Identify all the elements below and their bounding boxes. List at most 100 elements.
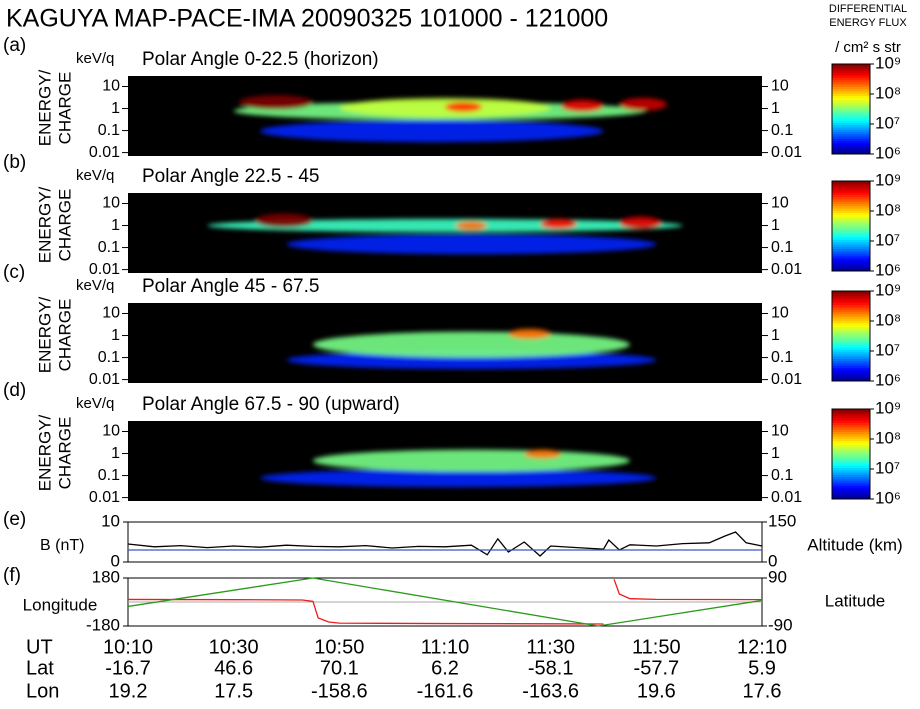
colorbar-cell xyxy=(832,433,870,437)
colorbar-tick-label: 10⁸ xyxy=(875,83,901,102)
y2-tick-label: 0.1 xyxy=(771,349,793,366)
colorbar-cell xyxy=(832,185,870,189)
colorbar-cell xyxy=(832,212,870,216)
colorbar-cell xyxy=(832,217,870,220)
colorbar-tick-label: 10⁶ xyxy=(875,370,901,389)
colorbar-cell xyxy=(832,127,870,130)
colorbar-cell xyxy=(832,458,870,462)
colorbar-cell xyxy=(832,313,870,317)
colorbar-cell xyxy=(832,235,870,238)
colorbar-cell xyxy=(832,97,870,101)
colorbar-cell xyxy=(832,250,870,254)
panel-label: (a) xyxy=(3,35,26,56)
colorbar-tick-label: 10⁷ xyxy=(875,458,900,477)
flux-patch xyxy=(561,99,604,112)
flux-patch xyxy=(540,218,578,229)
colorbar-cell xyxy=(832,363,870,366)
colorbar-cell xyxy=(832,424,870,428)
unit-label: keV/q xyxy=(76,50,114,67)
colorbar-cell xyxy=(832,266,870,270)
panel-title: Polar Angle 22.5 - 45 xyxy=(142,166,319,187)
colorbar-cell xyxy=(832,300,870,303)
colorbar-cell xyxy=(832,228,870,231)
flux-patch xyxy=(524,449,562,459)
y-axis-label: Longitude xyxy=(23,595,98,614)
colorbar-cell xyxy=(832,360,870,364)
colorbar-cell xyxy=(832,293,870,296)
y2-tick-label: 90 xyxy=(768,567,787,586)
colorbar-cell xyxy=(832,367,870,371)
colorbar-cell xyxy=(832,214,870,218)
plot-area xyxy=(128,193,762,273)
colorbar-cell xyxy=(832,113,870,117)
y-tick-label: 0.01 xyxy=(89,371,120,388)
colorbar-cell xyxy=(832,331,870,335)
colorbar-cell xyxy=(832,100,870,103)
colorbar-cell xyxy=(832,203,870,207)
y-tick-label: 0.1 xyxy=(98,122,120,139)
colorbar-cell xyxy=(832,494,870,498)
colorbar-cell xyxy=(832,124,870,128)
y2-tick-label: 0.01 xyxy=(771,261,802,278)
colorbar-cell xyxy=(832,262,870,265)
series-line xyxy=(127,579,763,625)
colorbar-cell xyxy=(832,485,870,489)
colorbar-cell xyxy=(832,129,870,132)
colorbar-cell xyxy=(832,183,870,186)
panel-title: Polar Angle 67.5 - 90 (upward) xyxy=(142,394,400,415)
colorbar-cell xyxy=(832,309,870,312)
y-tick-label: 0.1 xyxy=(98,467,120,484)
row-value: -58.1 xyxy=(528,657,574,679)
y-tick-label: 0.01 xyxy=(89,489,120,506)
colorbar-cell xyxy=(832,324,870,328)
y-tick-label: 0.01 xyxy=(89,144,120,161)
y-tick-label: 10 xyxy=(102,305,120,322)
y2-axis-label: Latitude xyxy=(825,591,886,610)
series-line xyxy=(127,577,763,627)
colorbar-cell xyxy=(832,347,870,350)
colorbar-cell xyxy=(832,64,870,67)
row-value: 10:50 xyxy=(314,636,364,658)
colorbar-tick-label: 10⁶ xyxy=(875,143,901,162)
y-axis-label: ENERGY/ xyxy=(35,69,54,146)
colorbar-tick-label: 10⁹ xyxy=(875,398,901,417)
colorbar-tick-label: 10⁶ xyxy=(875,488,901,507)
colorbar-cell xyxy=(832,93,870,96)
colorbar-frame xyxy=(831,290,871,382)
y2-tick-label: 10 xyxy=(771,305,789,322)
colorbar-cell xyxy=(832,413,870,417)
colorbar-cell xyxy=(832,257,870,261)
colorbar-cell xyxy=(832,115,870,119)
row-value: 10:10 xyxy=(103,636,153,658)
colorbar-cell xyxy=(832,181,870,184)
colorbar-cell xyxy=(832,306,870,310)
colorbar-cell xyxy=(832,264,870,267)
colorbar-cell xyxy=(832,342,870,346)
flux-patch xyxy=(508,328,551,339)
row-value: 12:10 xyxy=(737,636,787,658)
colorbar-cell xyxy=(832,333,870,337)
row-value: 5.9 xyxy=(748,657,776,679)
colorbar-cell xyxy=(832,490,870,493)
colorbar-cell xyxy=(832,460,870,464)
colorbar-cell xyxy=(832,268,870,272)
colorbar-cell xyxy=(832,118,870,121)
y-tick-label: -180 xyxy=(86,615,120,634)
colorbar-cell xyxy=(832,496,870,500)
colorbar-cell xyxy=(832,447,870,450)
colorbar-cell xyxy=(832,349,870,353)
y-tick-label: 0.1 xyxy=(98,239,120,256)
colorbar-cell xyxy=(832,451,870,455)
y-tick-label: 180 xyxy=(92,567,120,586)
colorbar-cell xyxy=(832,327,870,330)
colorbar-cell xyxy=(832,82,870,85)
colorbar-cell xyxy=(832,340,870,344)
colorbar-cell xyxy=(832,194,870,198)
colorbar-cell xyxy=(832,454,870,457)
colorbar-tick-label: 10⁹ xyxy=(875,53,901,72)
colorbar-cell xyxy=(832,147,870,150)
y-axis-label: CHARGE xyxy=(55,72,74,145)
unit-label: keV/q xyxy=(76,395,114,412)
colorbar-cell xyxy=(832,232,870,236)
colorbar-cell xyxy=(832,336,870,339)
